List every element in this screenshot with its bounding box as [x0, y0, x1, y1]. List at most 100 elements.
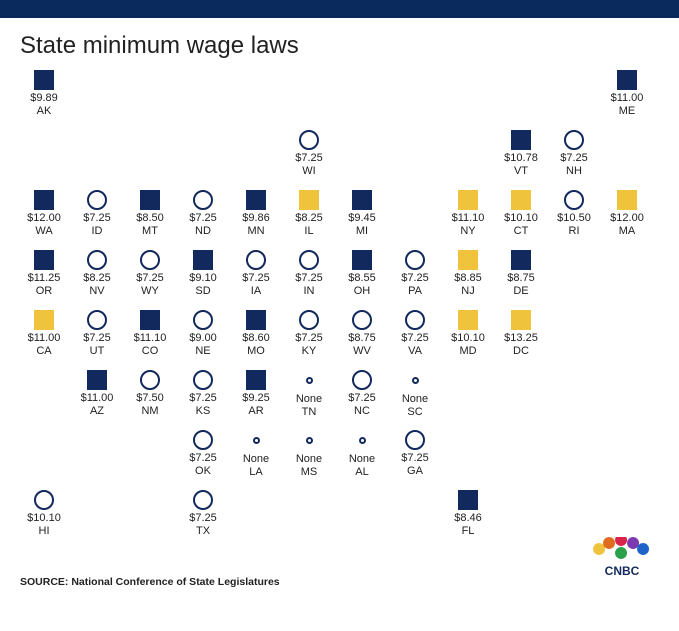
state-value: $7.25 [391, 332, 439, 345]
state-abbr: MT [126, 225, 174, 238]
state-cell-al: NoneAL [338, 430, 386, 478]
state-abbr: DC [497, 345, 545, 358]
dot-icon [412, 377, 419, 384]
chart-container: State minimum wage laws $9.89AK$11.00ME$… [0, 18, 679, 600]
circle-icon [140, 370, 160, 390]
state-cell-ne: $9.00NE [179, 310, 227, 357]
state-cell-ga: $7.25GA [391, 430, 439, 477]
state-cell-nc: $7.25NC [338, 370, 386, 417]
square-gold-icon [34, 310, 54, 330]
state-abbr: MS [285, 466, 333, 479]
state-abbr: ME [603, 105, 651, 118]
state-value: $7.25 [179, 392, 227, 405]
state-abbr: SD [179, 285, 227, 298]
state-cell-mo: $8.60MO [232, 310, 280, 357]
state-value: $8.46 [444, 512, 492, 525]
state-abbr: OK [179, 465, 227, 478]
state-abbr: CO [126, 345, 174, 358]
state-cell-sd: $9.10SD [179, 250, 227, 297]
circle-icon [352, 310, 372, 330]
square-navy-icon [34, 70, 54, 90]
state-abbr: WA [20, 225, 68, 238]
state-cell-ny: $11.10NY [444, 190, 492, 237]
state-abbr: MA [603, 225, 651, 238]
square-navy-icon [352, 250, 372, 270]
state-value: None [285, 393, 333, 406]
state-value: $11.10 [444, 212, 492, 225]
square-gold-icon [299, 190, 319, 210]
chart-title: State minimum wage laws [20, 32, 659, 60]
state-cell-mt: $8.50MT [126, 190, 174, 237]
state-abbr: WI [285, 165, 333, 178]
state-abbr: WY [126, 285, 174, 298]
dot-icon [306, 377, 313, 384]
state-cell-mn: $9.86MN [232, 190, 280, 237]
square-navy-icon [193, 250, 213, 270]
state-abbr: VT [497, 165, 545, 178]
state-abbr: DE [497, 285, 545, 298]
state-cell-ri: $10.50RI [550, 190, 598, 237]
state-cell-tx: $7.25TX [179, 490, 227, 537]
state-value: $7.25 [285, 272, 333, 285]
state-abbr: NM [126, 405, 174, 418]
square-navy-icon [34, 190, 54, 210]
state-value: $7.25 [285, 332, 333, 345]
state-value: $8.25 [285, 212, 333, 225]
state-value: $8.85 [444, 272, 492, 285]
state-cell-wi: $7.25WI [285, 130, 333, 177]
state-value: $7.25 [73, 332, 121, 345]
state-value: $7.25 [73, 212, 121, 225]
state-abbr: OH [338, 285, 386, 298]
state-abbr: CA [20, 345, 68, 358]
state-cell-hi: $10.10HI [20, 490, 68, 537]
dot-icon [306, 437, 313, 444]
state-cell-sc: NoneSC [391, 370, 439, 418]
state-value: $9.10 [179, 272, 227, 285]
state-cell-ia: $7.25IA [232, 250, 280, 297]
state-abbr: ND [179, 225, 227, 238]
state-cell-oh: $8.55OH [338, 250, 386, 297]
circle-icon [299, 130, 319, 150]
state-value: $7.25 [179, 212, 227, 225]
state-cell-md: $10.10MD [444, 310, 492, 357]
state-abbr: WV [338, 345, 386, 358]
circle-icon [352, 370, 372, 390]
circle-icon [87, 250, 107, 270]
header-bar [0, 0, 679, 18]
state-cell-mi: $9.45MI [338, 190, 386, 237]
state-cell-nv: $8.25NV [73, 250, 121, 297]
state-cell-nd: $7.25ND [179, 190, 227, 237]
square-navy-icon [511, 250, 531, 270]
state-abbr: NE [179, 345, 227, 358]
square-navy-icon [87, 370, 107, 390]
state-abbr: HI [20, 525, 68, 538]
state-value: None [232, 453, 280, 466]
state-cell-tn: NoneTN [285, 370, 333, 418]
state-cell-wa: $12.00WA [20, 190, 68, 237]
state-value: $7.25 [179, 512, 227, 525]
state-value: $7.25 [285, 152, 333, 165]
state-abbr: MN [232, 225, 280, 238]
state-abbr: TN [285, 406, 333, 419]
state-value: $9.25 [232, 392, 280, 405]
circle-icon [405, 430, 425, 450]
state-value: $8.75 [338, 332, 386, 345]
state-cell-ky: $7.25KY [285, 310, 333, 357]
state-abbr: AK [20, 105, 68, 118]
circle-icon [299, 310, 319, 330]
circle-icon [564, 190, 584, 210]
square-gold-icon [458, 250, 478, 270]
state-value: $8.55 [338, 272, 386, 285]
state-cell-az: $11.00AZ [73, 370, 121, 417]
state-abbr: MO [232, 345, 280, 358]
circle-icon [193, 430, 213, 450]
state-abbr: RI [550, 225, 598, 238]
square-gold-icon [458, 190, 478, 210]
state-abbr: NC [338, 405, 386, 418]
state-value: $7.25 [179, 452, 227, 465]
circle-icon [87, 190, 107, 210]
square-navy-icon [34, 250, 54, 270]
square-gold-icon [458, 310, 478, 330]
state-cell-nh: $7.25NH [550, 130, 598, 177]
circle-icon [299, 250, 319, 270]
